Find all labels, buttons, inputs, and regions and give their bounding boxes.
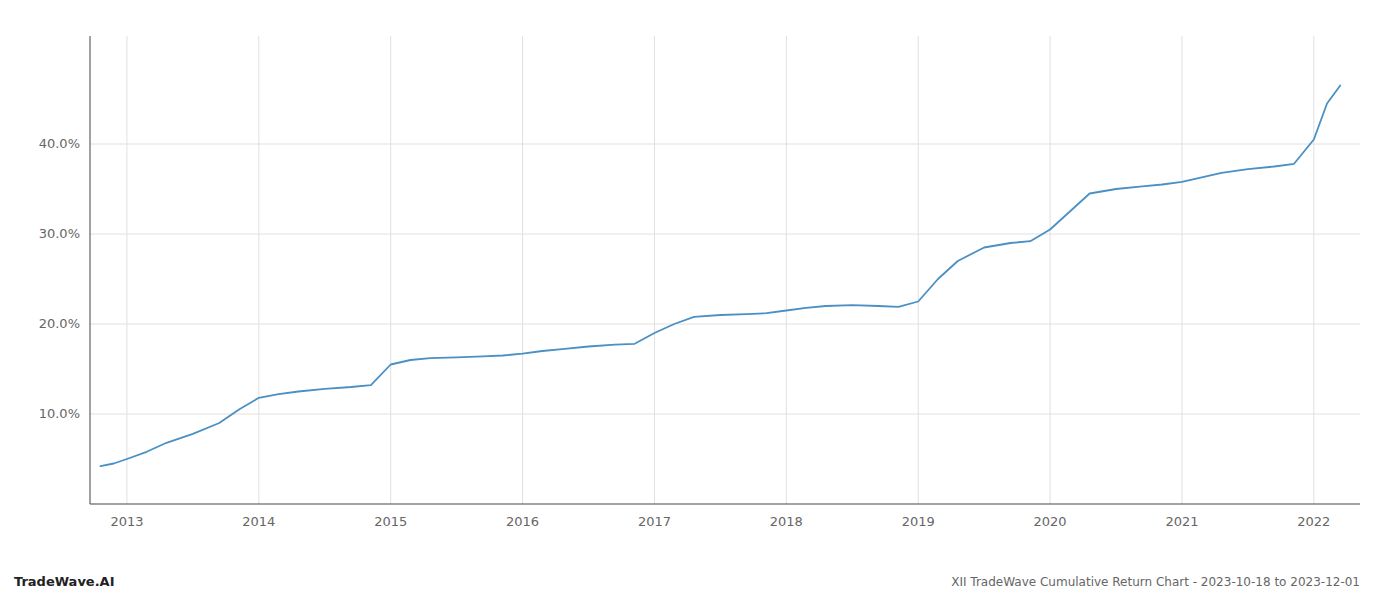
y-tick-label: 20.0% bbox=[39, 316, 80, 331]
x-tick-label: 2016 bbox=[506, 514, 539, 529]
x-tick-label: 2017 bbox=[638, 514, 671, 529]
x-tick-label: 2014 bbox=[242, 514, 275, 529]
chart-title: XII TradeWave Cumulative Return Chart - … bbox=[951, 575, 1360, 589]
x-tick-label: 2020 bbox=[1034, 514, 1067, 529]
x-axis-line bbox=[90, 504, 1360, 505]
x-tick-label: 2019 bbox=[902, 514, 935, 529]
chart: 10.0% 20.0% 30.0% 40.0% 2013 2014 2015 2016 2017… bbox=[0, 0, 1400, 600]
x-tick-label: 2013 bbox=[110, 514, 143, 529]
y-grid-line bbox=[90, 414, 1360, 415]
y-grid-line bbox=[90, 234, 1360, 235]
x-grid-line bbox=[522, 36, 523, 504]
x-grid-line bbox=[258, 36, 259, 504]
x-grid-line bbox=[786, 36, 787, 504]
x-grid-line bbox=[390, 36, 391, 504]
y-tick-label: 10.0% bbox=[39, 406, 80, 421]
y-grid-line bbox=[90, 144, 1360, 145]
plot-area bbox=[101, 86, 1341, 467]
y-tick-label: 30.0% bbox=[39, 226, 80, 241]
x-tick-label: 2021 bbox=[1165, 514, 1198, 529]
grid bbox=[90, 36, 1360, 504]
x-grid-line bbox=[126, 36, 127, 504]
x-grid-line bbox=[1313, 36, 1314, 504]
watermark: TradeWave.AI bbox=[14, 574, 115, 589]
x-tick-label: 2022 bbox=[1297, 514, 1330, 529]
x-grid-line bbox=[918, 36, 919, 504]
x-tick-label: 2018 bbox=[770, 514, 803, 529]
x-grid-line bbox=[1050, 36, 1051, 504]
y-tick-label: 40.0% bbox=[39, 136, 80, 151]
y-axis-line bbox=[90, 36, 91, 504]
tick-labels: 10.0% 20.0% 30.0% 40.0% 2013 2014 2015 2016 2017… bbox=[39, 136, 1331, 530]
page: {"chart_data": { "type": "line", "title"… bbox=[0, 0, 1400, 600]
x-tick-label: 2015 bbox=[374, 514, 407, 529]
x-grid-line bbox=[1181, 36, 1182, 504]
y-grid-line bbox=[90, 324, 1360, 325]
x-grid-line bbox=[654, 36, 655, 504]
series-line bbox=[101, 86, 1341, 467]
